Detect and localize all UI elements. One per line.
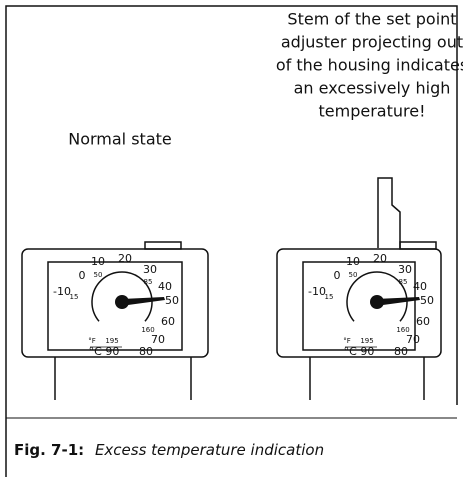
needle: [120, 297, 165, 306]
scale-label: 20: [118, 252, 132, 265]
scale-label: 160: [141, 326, 154, 334]
scale-label: °F: [343, 337, 351, 345]
scale-label: 20: [373, 252, 387, 265]
caption-text: Excess temperature indication: [95, 441, 324, 459]
label-line: adjuster projecting out: [281, 33, 463, 52]
label-line: Stem of the set point: [287, 10, 456, 29]
needle: [375, 297, 420, 306]
scale-label: 195: [105, 337, 118, 345]
scale-label: °C 90: [89, 345, 120, 358]
scale-label: 0: [334, 269, 341, 282]
scale-label: 60: [416, 315, 430, 328]
scale-label: 70: [151, 333, 165, 346]
left-label: Normal state: [68, 130, 172, 149]
caption-number: Fig. 7-1:: [14, 441, 84, 459]
scale-label: °F: [88, 337, 96, 345]
label-line: an excessively high: [294, 79, 451, 98]
scale-label: °C 90: [344, 345, 375, 358]
scale-label: 80: [139, 345, 153, 358]
scale-label: 60: [161, 315, 175, 328]
face: [47, 261, 183, 351]
needle-hub: [370, 295, 384, 309]
scale-label: 30: [143, 263, 157, 276]
scale-label: 85: [399, 278, 408, 286]
frame: [5, 5, 458, 477]
label-line: temperature!: [319, 102, 426, 121]
caption: Fig. 7-1: Excess temperature indication: [14, 441, 324, 459]
scale-label: 50: [420, 294, 434, 307]
scale-label: 30: [398, 263, 412, 276]
face: [302, 261, 416, 351]
scale-label: -10: [53, 285, 71, 298]
scale-label: 50: [94, 271, 103, 279]
scale-arc: [91, 271, 153, 322]
scale-label: 0: [79, 269, 86, 282]
scale-label: 10: [346, 255, 360, 268]
scale-arc: [346, 271, 408, 322]
housing: [276, 248, 442, 358]
scale-label: 195: [360, 337, 373, 345]
scale-label: 40: [413, 280, 427, 293]
scale-label: 85: [144, 278, 153, 286]
label-line: of the housing indicates: [276, 56, 463, 75]
scale-label: 70: [406, 333, 420, 346]
housing-tab: [399, 241, 437, 250]
needle-hub: [115, 295, 129, 309]
scale-label: 50: [349, 271, 358, 279]
scale-label: 15: [325, 293, 334, 301]
scale-label: 15: [70, 293, 79, 301]
projecting-stem: [377, 177, 401, 248]
scale-label: -10: [308, 285, 326, 298]
scale-label: 50: [165, 294, 179, 307]
scale-label: 40: [158, 280, 172, 293]
scale-label: 160: [396, 326, 409, 334]
scale-label: 10: [91, 255, 105, 268]
scale-label: 80: [394, 345, 408, 358]
right-label: Stem of the set point adjuster projecting…: [276, 10, 463, 121]
housing-tab: [144, 241, 182, 250]
housing: [21, 248, 209, 358]
